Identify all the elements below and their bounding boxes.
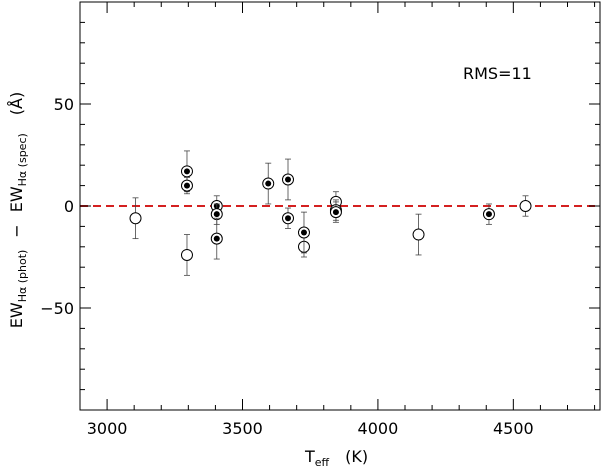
data-point-dot — [213, 211, 220, 218]
data-point-dot — [285, 215, 291, 222]
x-axis-label-sub: eff — [315, 456, 330, 469]
data-point-dot — [485, 211, 492, 218]
data-point-circle — [412, 228, 425, 241]
data-point-circle — [180, 248, 193, 261]
data-point-dot — [300, 229, 307, 236]
x-tick-label: 4000 — [358, 419, 399, 438]
y-axis-label: EWHα (phot)−EWHα (spec)(Å) — [7, 92, 29, 328]
x-tick-label: 4500 — [493, 419, 534, 438]
y-label-minus: − — [7, 224, 26, 237]
x-axis-label-unit: (K) — [345, 447, 368, 466]
axes: 3000 3500 4000 4500 −50 0 50 — [40, 1, 601, 438]
data-point-circle — [519, 200, 532, 212]
y-label-ew2: EW — [7, 186, 26, 212]
plot-area — [80, 150, 600, 276]
data-point-dot — [332, 209, 339, 216]
x-axis-label: Teff (K) — [304, 447, 368, 469]
rms-annotation: RMS=11 — [463, 64, 532, 83]
x-tick-label: 3500 — [222, 419, 263, 438]
data-point-dot — [183, 168, 190, 175]
y-label-sub2: Hα (spec) — [16, 133, 29, 186]
y-label-ew1: EW — [7, 302, 26, 328]
data-point-dot — [265, 180, 272, 187]
svg-text:EWHα (phot)−EWHα (spec)(Å): EWHα (phot)−EWHα (spec)(Å) — [7, 92, 29, 328]
y-tick-label: −50 — [40, 299, 74, 318]
x-axis-label-main: T — [304, 447, 315, 466]
y-tick-label: 0 — [64, 197, 74, 216]
data-point-dot — [285, 176, 291, 183]
x-tick-label: 3000 — [87, 419, 128, 438]
data-point-circle — [129, 212, 142, 225]
data-point-dot — [183, 182, 190, 189]
y-label-sub1: Hα (phot) — [16, 250, 29, 303]
data-point-dot — [213, 235, 220, 242]
y-tick-label: 50 — [54, 95, 74, 114]
y-label-unit: (Å) — [7, 92, 26, 115]
